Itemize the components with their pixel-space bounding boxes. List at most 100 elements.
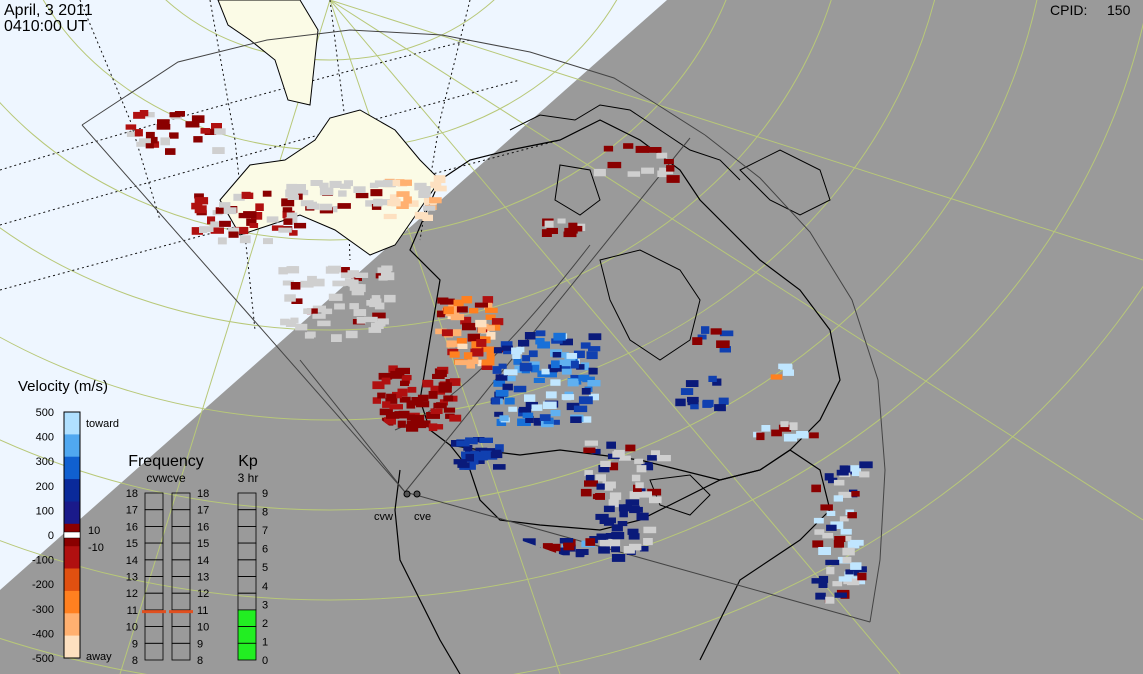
velocity-color-band	[64, 412, 80, 435]
radar-site-marker-cve	[413, 490, 421, 498]
frequency-tick-right: 17	[197, 505, 209, 517]
velocity-cell	[384, 417, 396, 425]
kp-tick-label: 4	[262, 581, 268, 593]
velocity-cell	[396, 191, 410, 197]
velocity-cell	[575, 550, 584, 558]
velocity-cell	[244, 192, 254, 199]
velocity-cell	[475, 319, 487, 328]
velocity-cell	[438, 382, 452, 389]
velocity-cell	[641, 167, 654, 174]
velocity-cell	[286, 266, 300, 274]
velocity-cell	[341, 267, 350, 273]
velocity-cell	[570, 360, 579, 369]
velocity-cell	[402, 375, 412, 381]
velocity-color-band	[64, 635, 80, 659]
velocity-cell	[685, 380, 699, 387]
velocity-cell	[411, 397, 424, 404]
radar-label-cvw: cvw	[374, 511, 393, 523]
velocity-cell	[611, 524, 623, 532]
velocity-cell	[283, 218, 293, 225]
velocity-cell	[544, 372, 557, 378]
velocity-cell	[756, 432, 765, 441]
velocity-cell	[304, 332, 314, 339]
velocity-cell	[513, 385, 527, 393]
velocity-cell	[430, 385, 441, 393]
velocity-cell	[495, 444, 504, 452]
velocity-cell	[519, 362, 532, 371]
west-coast	[394, 469, 461, 674]
velocity-cell	[385, 411, 400, 419]
velocity-cell	[457, 343, 468, 349]
frequency-tick-left: 18	[126, 488, 138, 500]
velocity-cell	[593, 168, 606, 177]
velocity-cell	[355, 272, 369, 278]
velocity-cell	[379, 199, 394, 206]
velocity-cell	[633, 484, 642, 492]
velocity-cell	[629, 543, 642, 551]
kp-tick-label: 3	[262, 599, 268, 611]
velocity-cell	[246, 218, 257, 226]
velocity-cell	[328, 265, 341, 273]
velocity-cell	[595, 513, 609, 520]
velocity-cell	[395, 368, 405, 376]
velocity-cell	[608, 499, 619, 508]
velocity-cell	[839, 516, 849, 522]
velocity-cell	[388, 365, 398, 373]
velocity-cell	[321, 308, 333, 315]
velocity-cell	[193, 136, 203, 143]
velocity-cell	[550, 379, 561, 386]
velocity-cell	[522, 412, 534, 418]
velocity-cell	[830, 521, 844, 529]
kp-level-filled	[237, 626, 257, 644]
velocity-cell	[370, 189, 383, 197]
velocity-cell	[353, 309, 367, 317]
velocity-cell	[319, 203, 333, 211]
velocity-cell	[392, 391, 402, 399]
velocity-cell	[635, 482, 644, 489]
frequency-tick-left: 16	[126, 521, 138, 533]
velocity-cell	[392, 179, 402, 187]
velocity-cell	[479, 437, 493, 443]
velocity-cell	[584, 470, 593, 477]
velocity-cell	[675, 398, 686, 407]
us-coast	[449, 444, 831, 661]
velocity-cell	[558, 547, 570, 556]
velocity-cell	[631, 474, 641, 482]
velocity-cell	[761, 425, 771, 432]
frequency-tick-left: 15	[126, 538, 138, 550]
velocity-cell	[169, 112, 181, 118]
velocity-cell	[813, 517, 824, 524]
hudson-bay	[599, 249, 701, 361]
frequency-tick-right: 10	[197, 622, 209, 634]
velocity-cell	[430, 181, 442, 188]
velocity-cell	[433, 175, 446, 184]
velocity-cell	[596, 483, 605, 490]
velocity-cell	[518, 406, 532, 413]
velocity-cell	[666, 175, 680, 183]
velocity-cell	[771, 429, 782, 437]
velocity-cell	[473, 437, 485, 443]
velocity-cell	[374, 302, 385, 310]
velocity-cell	[843, 536, 852, 542]
velocity-cell	[406, 420, 419, 427]
velocity-cell	[483, 453, 498, 460]
velocity-cell	[609, 492, 622, 500]
velocity-cell	[238, 212, 251, 219]
frequency-tick-right: 11	[197, 605, 208, 617]
velocity-cell	[789, 422, 798, 430]
velocity-cell	[194, 193, 204, 199]
velocity-cell	[251, 212, 263, 220]
velocity-cell	[850, 539, 864, 546]
kp-tick-label: 6	[262, 544, 268, 556]
velocity-cell	[559, 359, 573, 367]
velocity-tick-label: 200	[36, 481, 54, 493]
velocity-cell	[391, 198, 401, 207]
velocity-cell	[578, 374, 590, 381]
velocity-cell	[595, 474, 606, 482]
velocity-cell	[482, 346, 495, 352]
velocity-cell	[549, 543, 561, 552]
velocity-cell	[374, 180, 385, 188]
velocity-cell	[603, 505, 615, 513]
